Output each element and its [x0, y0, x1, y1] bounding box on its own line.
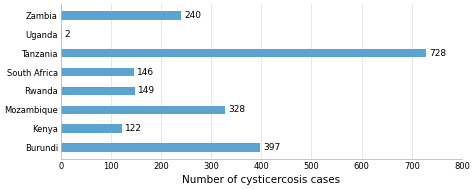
Bar — [61, 125, 122, 133]
Text: 240: 240 — [184, 11, 201, 20]
Text: 397: 397 — [263, 143, 280, 152]
Text: 2: 2 — [65, 30, 70, 39]
Bar — [61, 68, 134, 76]
Text: 122: 122 — [125, 124, 142, 133]
Bar — [61, 11, 181, 20]
Bar — [61, 87, 136, 95]
Bar — [61, 30, 62, 39]
Text: 146: 146 — [137, 68, 154, 77]
Bar — [61, 49, 426, 57]
Bar — [61, 106, 225, 114]
Text: 728: 728 — [429, 49, 446, 58]
Bar — [61, 143, 260, 152]
Text: 328: 328 — [228, 105, 246, 114]
X-axis label: Number of cysticercosis cases: Number of cysticercosis cases — [182, 175, 340, 185]
Text: 149: 149 — [138, 87, 155, 95]
